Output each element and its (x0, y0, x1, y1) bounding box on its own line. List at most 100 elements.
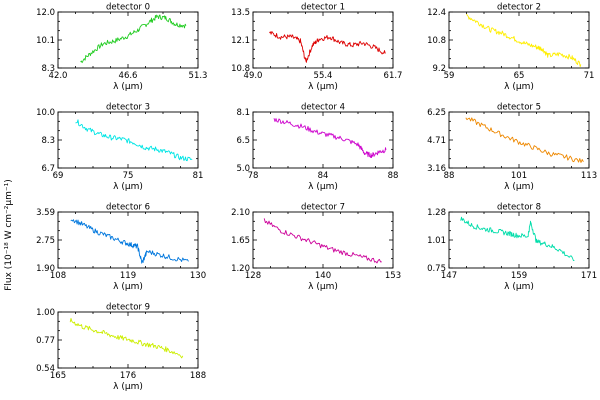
panel-detector-3: detector 3 69 75 81 6.7 8.3 10.0 λ (μm) (36, 103, 203, 193)
y-tick-label: 8.1 (236, 108, 250, 118)
y-tick-label: 13.5 (231, 8, 250, 18)
x-axis-label: λ (μm) (308, 282, 338, 292)
spectrum-line (80, 14, 187, 64)
x-tick-label: 128 (245, 271, 261, 281)
panel-detector-2: detector 2 59 65 71 9.2 10.8 12.4 λ (μm) (427, 3, 594, 93)
x-tick-label: 78 (248, 171, 259, 181)
spectrum-line (465, 117, 584, 163)
y-tick-label: 0.77 (36, 336, 55, 346)
x-axis-label: λ (μm) (308, 182, 338, 192)
x-tick-label: 88 (388, 171, 399, 181)
x-tick-label: 51.3 (189, 71, 208, 81)
panel-title: detector 5 (497, 103, 541, 113)
spectrum-line (70, 219, 189, 264)
y-tick-label: 12.0 (36, 8, 55, 18)
y-tick-label: 1.20 (231, 264, 250, 274)
spectrum-line (460, 216, 575, 262)
y-tick-label: 8.3 (41, 64, 55, 74)
x-tick-label: 88 (444, 171, 455, 181)
x-tick-label: 108 (50, 271, 66, 281)
panel-detector-5: detector 5 88 101 113 3.16 4.71 6.25 λ (μm) (427, 103, 597, 193)
y-tick-label: 6.5 (236, 136, 250, 146)
y-tick-label: 0.54 (36, 364, 55, 374)
y-tick-label: 3.59 (36, 208, 55, 218)
panel-detector-4: detector 4 78 84 88 5.0 6.5 8.1 λ (μm) (236, 103, 398, 193)
x-tick-label: 75 (123, 171, 134, 181)
x-axis-label: λ (μm) (308, 82, 338, 92)
spectrum-line (263, 218, 382, 264)
panel-detector-0: detector 0 42.0 46.6 51.3 8.3 10.1 12.0 λ (μm) (36, 3, 207, 93)
panel-title: detector 9 (106, 303, 150, 313)
panel-title: detector 3 (106, 103, 150, 113)
x-axis-label: λ (μm) (113, 282, 143, 292)
y-tick-label: 1.00 (36, 308, 55, 318)
panel-title: detector 2 (497, 3, 541, 13)
x-tick-label: 153 (385, 271, 401, 281)
x-tick-label: 159 (511, 271, 527, 281)
y-tick-label: 0.75 (427, 264, 446, 274)
y-tick-label: 12.1 (231, 36, 250, 46)
y-tick-label: 12.4 (427, 8, 446, 18)
panel-title: detector 7 (301, 203, 345, 213)
x-tick-label: 113 (581, 171, 597, 181)
x-tick-label: 176 (120, 371, 136, 381)
x-tick-label: 46.6 (119, 71, 138, 81)
figure-y-axis-label: Flux (10⁻¹⁸ W cm⁻²μm⁻¹) (4, 179, 14, 291)
x-tick-label: 171 (581, 271, 597, 281)
y-tick-label: 6.25 (427, 108, 446, 118)
panel-frame (448, 211, 590, 269)
y-tick-label: 1.65 (231, 236, 250, 246)
panel-frame (57, 11, 199, 69)
spectrum-line (466, 13, 582, 67)
x-tick-label: 65 (514, 71, 525, 81)
y-tick-label: 10.0 (36, 108, 55, 118)
panel-title: detector 0 (106, 3, 150, 13)
x-tick-label: 81 (193, 171, 204, 181)
x-tick-label: 59 (444, 71, 455, 81)
y-tick-label: 10.8 (231, 64, 250, 74)
y-tick-label: 1.28 (427, 208, 446, 218)
x-tick-label: 55.4 (314, 71, 333, 81)
x-tick-label: 71 (584, 71, 595, 81)
panel-detector-6: detector 6 108 119 130 1.90 2.75 3.59 λ (μm) (36, 203, 206, 293)
panel-detector-9: detector 9 165 176 188 0.54 0.77 1.00 λ (μm) (36, 303, 206, 393)
x-tick-label: 84 (318, 171, 329, 181)
x-tick-label: 188 (190, 371, 206, 381)
x-tick-label: 61.7 (384, 71, 403, 81)
x-axis-label: λ (μm) (504, 182, 534, 192)
y-tick-label: 2.75 (36, 236, 55, 246)
panel-title: detector 8 (497, 203, 541, 213)
x-axis-label: λ (μm) (113, 82, 143, 92)
panel-frame (448, 11, 590, 69)
x-tick-label: 140 (315, 271, 331, 281)
y-tick-label: 6.7 (41, 164, 55, 174)
spectrum-line (269, 31, 386, 63)
panel-detector-1: detector 1 49.0 55.4 61.7 10.8 12.1 13.5 λ (μm) (231, 3, 402, 93)
panel-frame (252, 111, 394, 169)
x-tick-label: 101 (511, 171, 527, 181)
y-tick-label: 1.01 (427, 236, 446, 246)
y-tick-label: 1.90 (36, 264, 55, 274)
y-tick-label: 2.10 (231, 208, 250, 218)
y-tick-label: 9.2 (432, 64, 446, 74)
x-tick-label: 165 (50, 371, 66, 381)
x-tick-label: 130 (190, 271, 206, 281)
y-tick-label: 10.1 (36, 36, 55, 46)
y-tick-label: 4.71 (427, 136, 446, 146)
panel-detector-8: detector 8 147 159 171 0.75 1.01 1.28 λ (μm) (427, 203, 597, 293)
y-tick-label: 5.0 (236, 164, 250, 174)
spectrum-line (69, 318, 184, 359)
spectrum-line (75, 119, 193, 162)
x-axis-label: λ (μm) (113, 182, 143, 192)
panel-detector-7: detector 7 128 140 153 1.20 1.65 2.10 λ (μm) (231, 203, 401, 293)
x-axis-label: λ (μm) (113, 382, 143, 392)
panel-title: detector 4 (301, 103, 345, 113)
x-tick-label: 42.0 (49, 71, 68, 81)
y-tick-label: 10.8 (427, 36, 446, 46)
x-axis-label: λ (μm) (504, 82, 534, 92)
panel-title: detector 6 (106, 203, 150, 213)
x-tick-label: 147 (441, 271, 457, 281)
y-tick-label: 3.16 (427, 164, 446, 174)
x-tick-label: 69 (53, 171, 64, 181)
x-tick-label: 49.0 (244, 71, 263, 81)
